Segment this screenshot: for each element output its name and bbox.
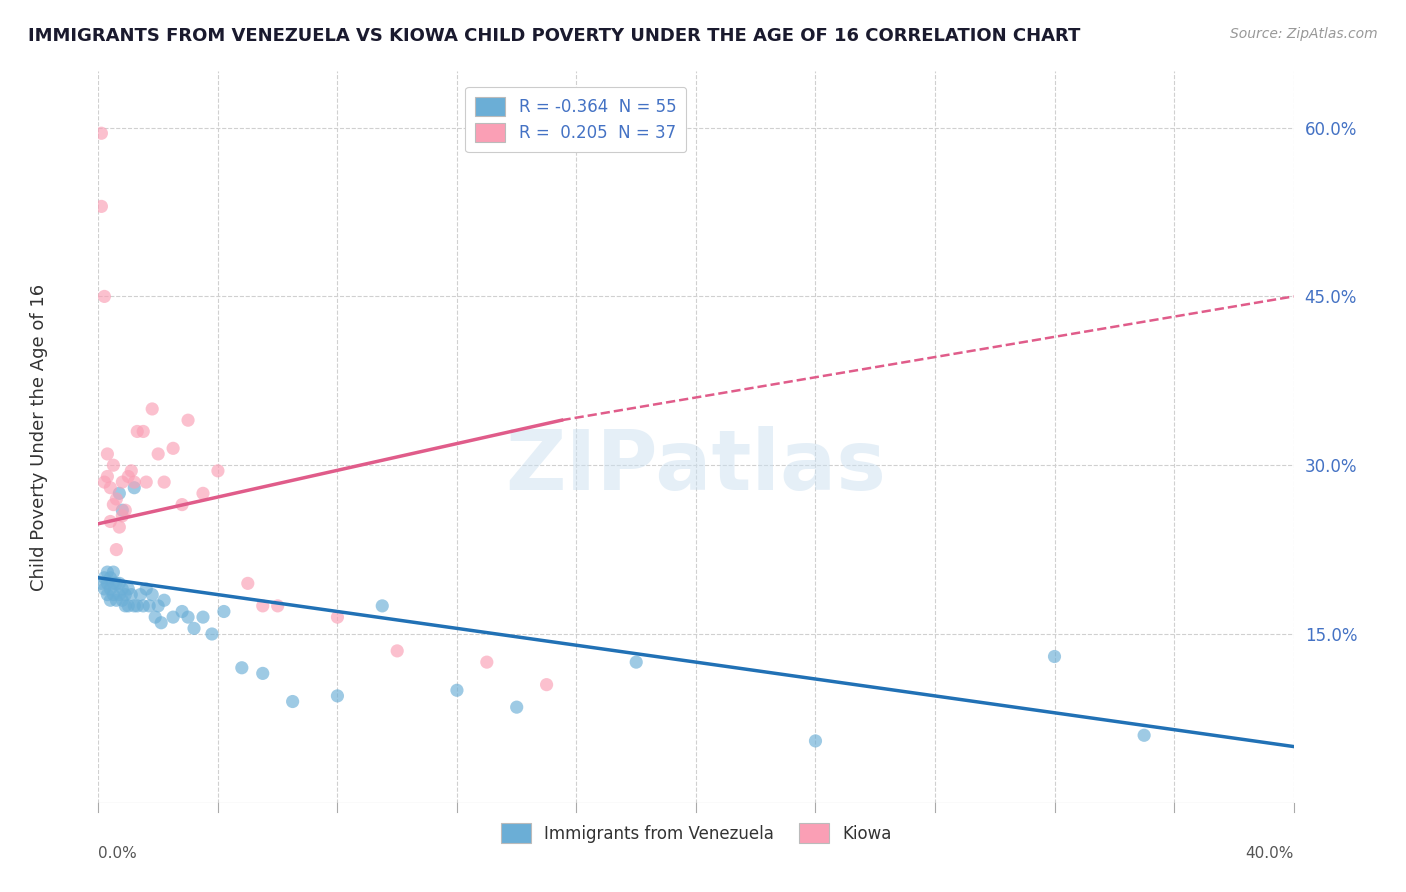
Point [141, 401, 163, 416]
Point [143, 610, 166, 624]
Point [135, 582, 157, 596]
Point [105, 542, 128, 557]
Point [96, 447, 118, 461]
Point [111, 593, 134, 607]
Point [98, 582, 122, 596]
Point [177, 413, 200, 427]
Point [1133, 728, 1156, 742]
Point [1043, 649, 1066, 664]
Point [105, 593, 128, 607]
Point [111, 582, 134, 596]
Point [191, 486, 214, 500]
Point [105, 491, 128, 506]
Point [252, 599, 274, 613]
Text: IMMIGRANTS FROM VENEZUELA VS KIOWA CHILD POVERTY UNDER THE AGE OF 16 CORRELATION: IMMIGRANTS FROM VENEZUELA VS KIOWA CHILD… [28, 27, 1080, 45]
Point [135, 475, 157, 489]
Point [129, 588, 152, 602]
Point [132, 599, 155, 613]
Point [114, 588, 136, 602]
Point [141, 588, 163, 602]
Point [111, 503, 134, 517]
Point [212, 605, 235, 619]
Point [108, 486, 131, 500]
Point [103, 576, 125, 591]
Point [132, 425, 155, 439]
Point [120, 588, 142, 602]
Text: 0.0%: 0.0% [98, 846, 138, 861]
Point [267, 599, 290, 613]
Point [150, 615, 173, 630]
Point [127, 425, 149, 439]
Point [446, 683, 468, 698]
Point [153, 475, 176, 489]
Point [124, 481, 146, 495]
Point [231, 661, 253, 675]
Point [98, 515, 122, 529]
Text: 40.0%: 40.0% [1246, 846, 1294, 861]
Point [117, 582, 139, 596]
Point [127, 599, 149, 613]
Point [98, 481, 122, 495]
Point [98, 593, 122, 607]
Point [93, 289, 115, 303]
Point [124, 475, 146, 489]
Point [162, 610, 184, 624]
Legend: Immigrants from Venezuela, Kiowa: Immigrants from Venezuela, Kiowa [494, 817, 898, 849]
Point [281, 694, 304, 708]
Point [172, 605, 194, 619]
Point [626, 655, 648, 669]
Point [183, 621, 205, 635]
Point [103, 588, 125, 602]
Point [172, 498, 194, 512]
Point [96, 588, 118, 602]
Point [114, 599, 136, 613]
Point [103, 565, 125, 579]
Point [96, 576, 118, 591]
Point [114, 503, 136, 517]
Point [371, 599, 394, 613]
Point [108, 576, 131, 591]
Point [93, 582, 115, 596]
Point [90, 126, 112, 140]
Point [93, 475, 115, 489]
Point [252, 666, 274, 681]
Point [111, 508, 134, 523]
Point [475, 655, 498, 669]
Point [96, 469, 118, 483]
Point [108, 588, 131, 602]
Point [111, 475, 134, 489]
Point [103, 458, 125, 473]
Point [153, 593, 176, 607]
Point [148, 599, 170, 613]
Text: ZIPatlas: ZIPatlas [506, 425, 886, 507]
Point [93, 571, 115, 585]
Point [124, 599, 146, 613]
Point [96, 565, 118, 579]
Point [148, 447, 170, 461]
Point [103, 498, 125, 512]
Point [105, 576, 128, 591]
Point [162, 442, 184, 456]
Point [506, 700, 529, 714]
Point [90, 199, 112, 213]
Point [207, 464, 229, 478]
Point [108, 520, 131, 534]
Text: Child Poverty Under the Age of 16: Child Poverty Under the Age of 16 [30, 284, 48, 591]
Point [385, 644, 409, 658]
Text: Source: ZipAtlas.com: Source: ZipAtlas.com [1230, 27, 1378, 41]
Point [326, 689, 349, 703]
Point [117, 599, 139, 613]
Point [326, 610, 349, 624]
Point [177, 610, 200, 624]
Point [191, 610, 214, 624]
Point [138, 599, 160, 613]
Point [536, 678, 558, 692]
Point [117, 469, 139, 483]
Point [120, 464, 142, 478]
Point [236, 576, 259, 591]
Point [90, 576, 112, 591]
Point [201, 627, 224, 641]
Point [804, 734, 827, 748]
Point [98, 571, 122, 585]
